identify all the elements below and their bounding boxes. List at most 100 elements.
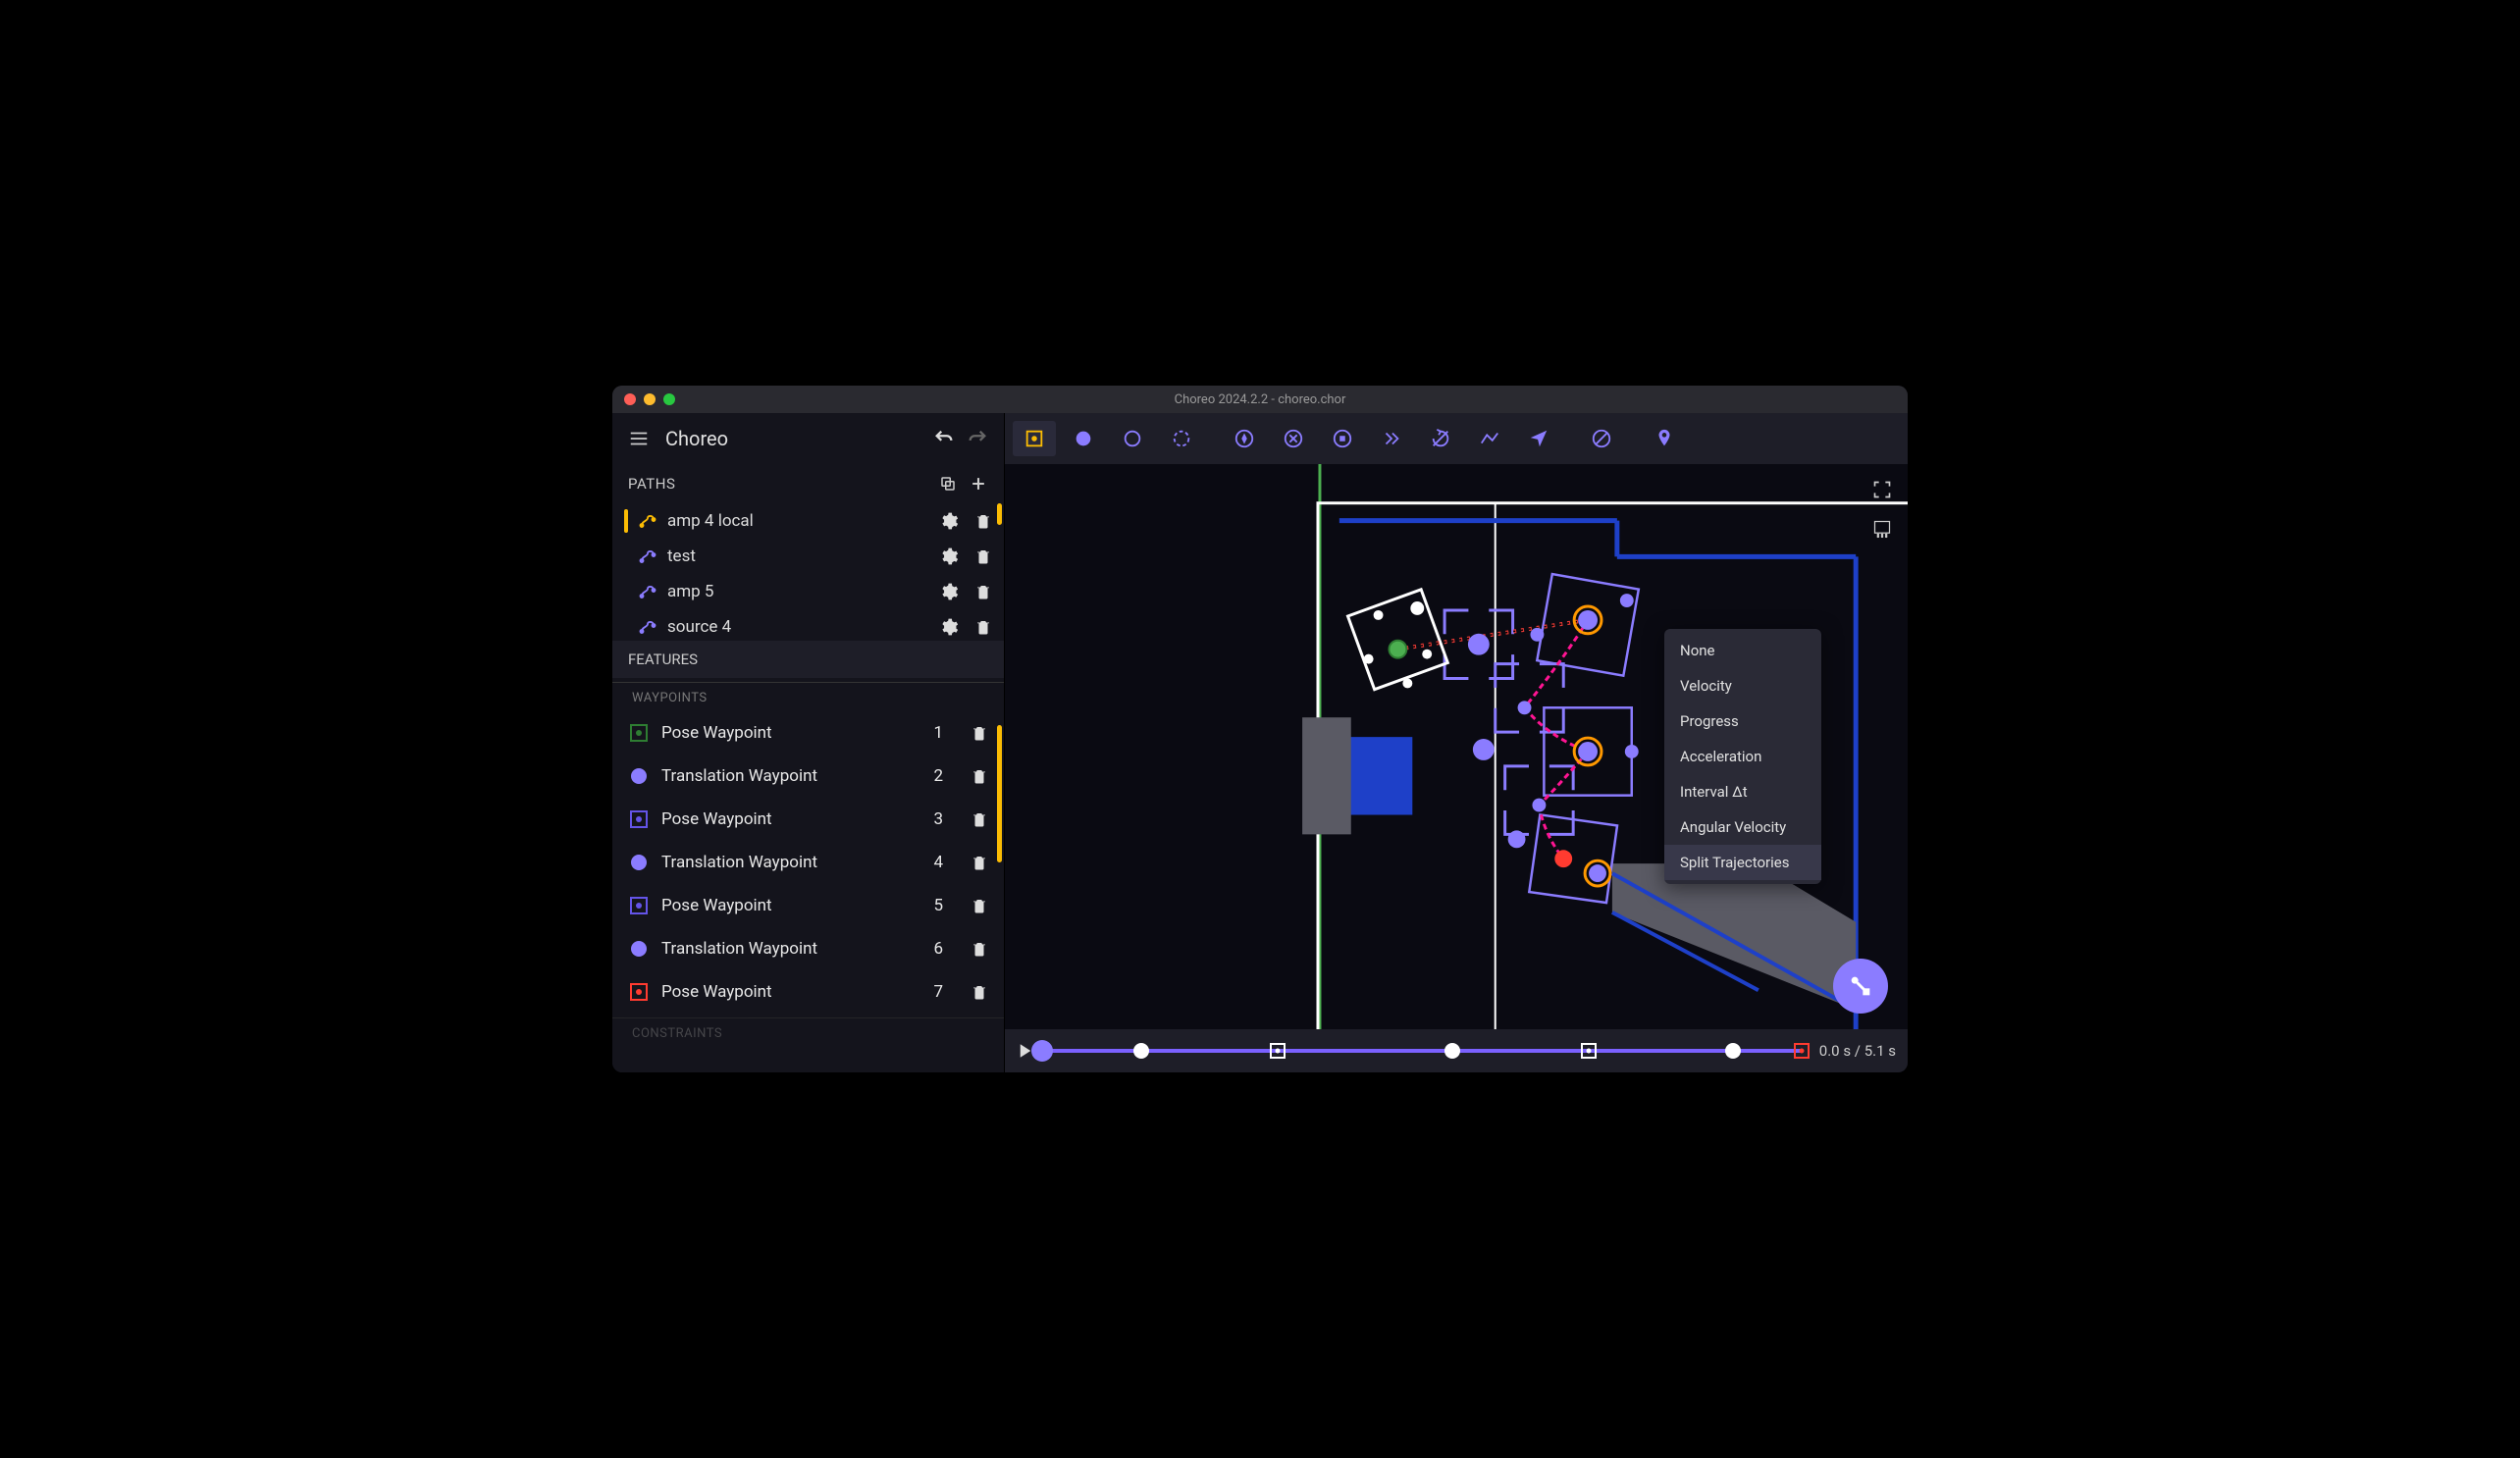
waypoint-label: Pose Waypoint	[661, 723, 921, 743]
features-scrollbar[interactable]	[997, 725, 1002, 862]
waypoint-label: Translation Waypoint	[661, 939, 921, 959]
redo-button[interactable]	[967, 428, 988, 449]
paths-header-label: PATHS	[628, 475, 675, 493]
waypoint-row[interactable]: Translation Waypoint 2	[612, 755, 1004, 798]
delete-icon[interactable]	[971, 983, 988, 1001]
waypoint-label: Translation Waypoint	[661, 853, 921, 872]
waypoint-row[interactable]: Pose Waypoint 3	[612, 798, 1004, 841]
waypoint-type-icon	[628, 765, 650, 787]
generate-fab[interactable]	[1833, 959, 1888, 1014]
timeline-marker[interactable]	[1133, 1043, 1149, 1059]
waypoint-row[interactable]: Translation Waypoint 6	[612, 927, 1004, 970]
zero-velocity-tool[interactable]	[1321, 421, 1364, 456]
main-area: NoneVelocityProgressAccelerationInterval…	[1005, 413, 1908, 1072]
paths-scrollbar[interactable]	[997, 503, 1002, 525]
initial-guess-tool[interactable]	[1160, 421, 1203, 456]
timeline-marker[interactable]	[1725, 1043, 1741, 1059]
empty-waypoint-tool[interactable]	[1111, 421, 1154, 456]
path-active-indicator	[624, 545, 628, 568]
delete-icon[interactable]	[974, 583, 992, 600]
waypoint-number: 1	[933, 723, 943, 743]
settings-icon[interactable]	[939, 547, 959, 566]
timeline: 0.0 s / 5.1 s	[1005, 1029, 1908, 1072]
delete-icon[interactable]	[974, 618, 992, 636]
timeline-marker[interactable]	[1444, 1043, 1460, 1059]
delete-icon[interactable]	[971, 724, 988, 742]
traffic-lights	[624, 393, 675, 405]
waypoint-label: Pose Waypoint	[661, 809, 921, 829]
waypoint-label: Pose Waypoint	[661, 982, 921, 1002]
timeline-marker[interactable]	[1270, 1043, 1286, 1059]
path-label: amp 5	[667, 582, 923, 601]
timeline-track[interactable]	[1042, 1049, 1802, 1053]
context-menu-item[interactable]: Velocity	[1664, 668, 1821, 703]
delete-icon[interactable]	[971, 767, 988, 785]
copy-path-button[interactable]	[939, 475, 957, 493]
fullscreen-icon[interactable]	[1868, 476, 1896, 503]
settings-icon[interactable]	[939, 617, 959, 637]
close-window-button[interactable]	[624, 393, 636, 405]
pose-waypoint-tool[interactable]	[1013, 421, 1056, 456]
path-icon	[638, 512, 657, 530]
path-icon	[638, 583, 657, 600]
context-menu-item[interactable]: Acceleration	[1664, 739, 1821, 774]
waypoint-number: 3	[933, 809, 943, 829]
path-row[interactable]: test	[612, 539, 1004, 574]
settings-icon[interactable]	[939, 511, 959, 531]
context-menu-item[interactable]: None	[1664, 633, 1821, 668]
straight-line-tool[interactable]	[1468, 421, 1511, 456]
path-icon	[638, 547, 657, 565]
undo-button[interactable]	[933, 428, 955, 449]
context-menu-item[interactable]: Split Trajectories	[1664, 845, 1821, 880]
waypoint-type-icon	[628, 895, 650, 916]
point-at-tool[interactable]	[1517, 421, 1560, 456]
timeline-marker[interactable]	[1581, 1043, 1597, 1059]
grid-icon[interactable]	[1868, 515, 1896, 543]
delete-icon[interactable]	[971, 854, 988, 871]
translation-waypoint-tool[interactable]	[1062, 421, 1105, 456]
waypoint-type-icon	[628, 938, 650, 960]
marker-tool[interactable]	[1643, 421, 1686, 456]
no-rotation-tool[interactable]	[1419, 421, 1462, 456]
features-list: WAYPOINTS Pose Waypoint 1 Translation Wa…	[612, 678, 1004, 1072]
paths-list: amp 4 local test amp 5	[612, 503, 1004, 641]
waypoints-subheader: WAYPOINTS	[612, 682, 1004, 711]
waypoint-row[interactable]: Pose Waypoint 7	[612, 970, 1004, 1014]
path-active-indicator	[624, 509, 628, 533]
minimize-window-button[interactable]	[644, 393, 656, 405]
delete-icon[interactable]	[971, 897, 988, 914]
waypoint-number: 4	[933, 853, 943, 872]
delete-icon[interactable]	[971, 810, 988, 828]
delete-icon[interactable]	[974, 547, 992, 565]
titlebar: Choreo 2024.2.2 - choreo.chor	[612, 386, 1908, 413]
waypoint-row[interactable]: Translation Waypoint 4	[612, 841, 1004, 884]
heading-tool[interactable]	[1223, 421, 1266, 456]
constraints-subheader: CONSTRAINTS	[612, 1017, 1004, 1047]
app-body: Choreo PATHS	[612, 413, 1908, 1072]
delete-icon[interactable]	[974, 512, 992, 530]
waypoint-row[interactable]: Pose Waypoint 5	[612, 884, 1004, 927]
path-row[interactable]: amp 4 local	[612, 503, 1004, 539]
waypoint-number: 6	[933, 939, 943, 959]
path-row[interactable]: source 4	[612, 609, 1004, 641]
context-menu-item[interactable]: Interval Δt	[1664, 774, 1821, 809]
add-path-button[interactable]	[969, 474, 988, 494]
app-name-label: Choreo	[665, 427, 918, 450]
menu-icon[interactable]	[628, 428, 650, 449]
timeline-marker[interactable]	[1031, 1040, 1053, 1062]
waypoint-row[interactable]: Pose Waypoint 1	[612, 711, 1004, 755]
context-menu-item[interactable]: Angular Velocity	[1664, 809, 1821, 845]
path-label: test	[667, 547, 923, 566]
settings-icon[interactable]	[939, 582, 959, 601]
no-stop-tool[interactable]	[1580, 421, 1623, 456]
max-velocity-tool[interactable]	[1370, 421, 1413, 456]
context-menu-item[interactable]: Progress	[1664, 703, 1821, 739]
timeline-marker[interactable]	[1794, 1043, 1810, 1059]
maximize-window-button[interactable]	[663, 393, 675, 405]
sidebar-header: Choreo	[612, 413, 1004, 464]
path-row[interactable]: amp 5	[612, 574, 1004, 609]
stop-point-tool[interactable]	[1272, 421, 1315, 456]
waypoint-number: 5	[933, 896, 943, 915]
waypoint-label: Translation Waypoint	[661, 766, 921, 786]
delete-icon[interactable]	[971, 940, 988, 958]
